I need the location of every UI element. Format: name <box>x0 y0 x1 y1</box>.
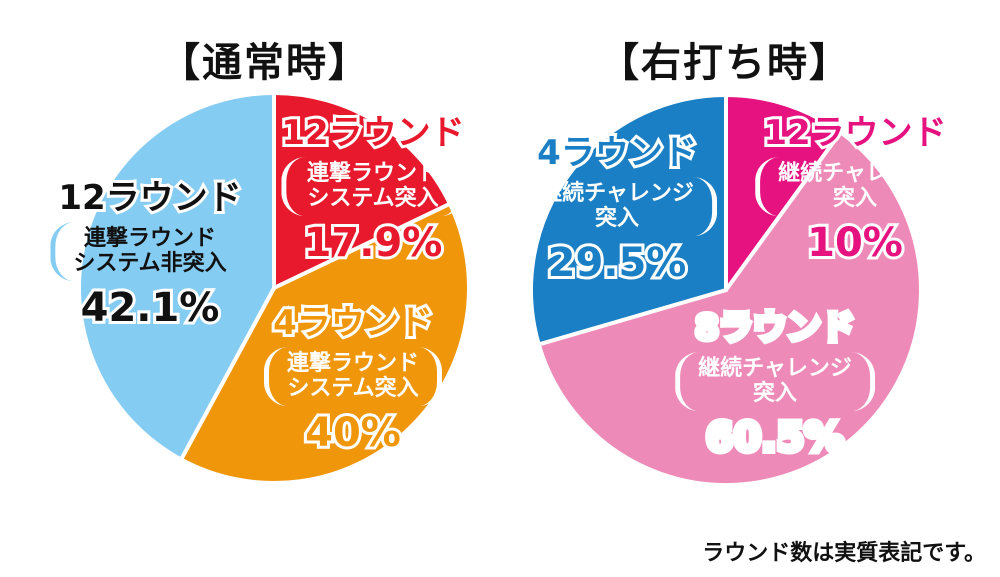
slice-percent-label: 17.9% <box>301 217 446 269</box>
pie-1-slice-2-label: 4ラウンド 継続チャレンジ 突入 29.5% <box>517 131 717 289</box>
pie-1-slice-0-label: 12ラウンド 継続チャレンジ 突入 10% <box>755 111 955 269</box>
pie-1-slice-2 <box>529 92 728 347</box>
slice-percent-label: 42.1% <box>78 282 223 334</box>
pie-0-slice-2-label: 12ラウンド 連撃ラウンド システム非突入 42.1% <box>50 176 250 334</box>
slice-percent-label: 40% <box>302 407 404 459</box>
pie-1-slice-0 <box>724 92 844 297</box>
slice-head-label: 8ラウンド <box>692 306 858 351</box>
footnote: ラウンド数は実質表記です。 <box>702 541 986 566</box>
slice-detail-label: 継続チャレンジ 突入 <box>755 157 955 216</box>
slice-head-label: 4ラウンド <box>270 301 436 346</box>
slice-percent-label: 10% <box>804 217 906 269</box>
pie-0-slice-0-label: 12ラウンド 連撃ラウンド システム突入 17.9% <box>278 111 467 269</box>
slice-detail-label: 連撃ラウンド システム突入 <box>281 157 465 216</box>
slice-head-label: 12ラウンド <box>760 111 949 156</box>
pie-1-slice-1-label: 8ラウンド 継続チャレンジ 突入 60.5% <box>675 306 875 464</box>
pie-0-slice-1 <box>178 201 471 485</box>
pie-1-slice-1 <box>536 129 923 487</box>
chart-title-right-hit: 【右打ち時】 <box>599 40 851 86</box>
slice-head-label: 12ラウンド <box>278 111 467 156</box>
pie-0-slice-2 <box>77 90 276 463</box>
slice-head-label: 12ラウンド <box>55 176 244 221</box>
slice-detail-label: 連撃ラウンド システム非突入 <box>50 222 250 281</box>
slice-detail-label: 連撃ラウンド システム突入 <box>263 347 443 406</box>
chart-title-normal: 【通常時】 <box>160 40 370 86</box>
slice-detail-label: 継続チャレンジ 突入 <box>517 177 717 236</box>
pie-0-slice-1-label: 4ラウンド 連撃ラウンド システム突入 40% <box>263 301 443 459</box>
pie-0-slice-0 <box>272 90 453 292</box>
slice-head-label: 4ラウンド <box>534 131 700 176</box>
slice-percent-label: 29.5% <box>545 237 690 289</box>
slice-detail-label: 継続チャレンジ 突入 <box>675 352 875 411</box>
slice-percent-label: 60.5% <box>703 412 848 464</box>
